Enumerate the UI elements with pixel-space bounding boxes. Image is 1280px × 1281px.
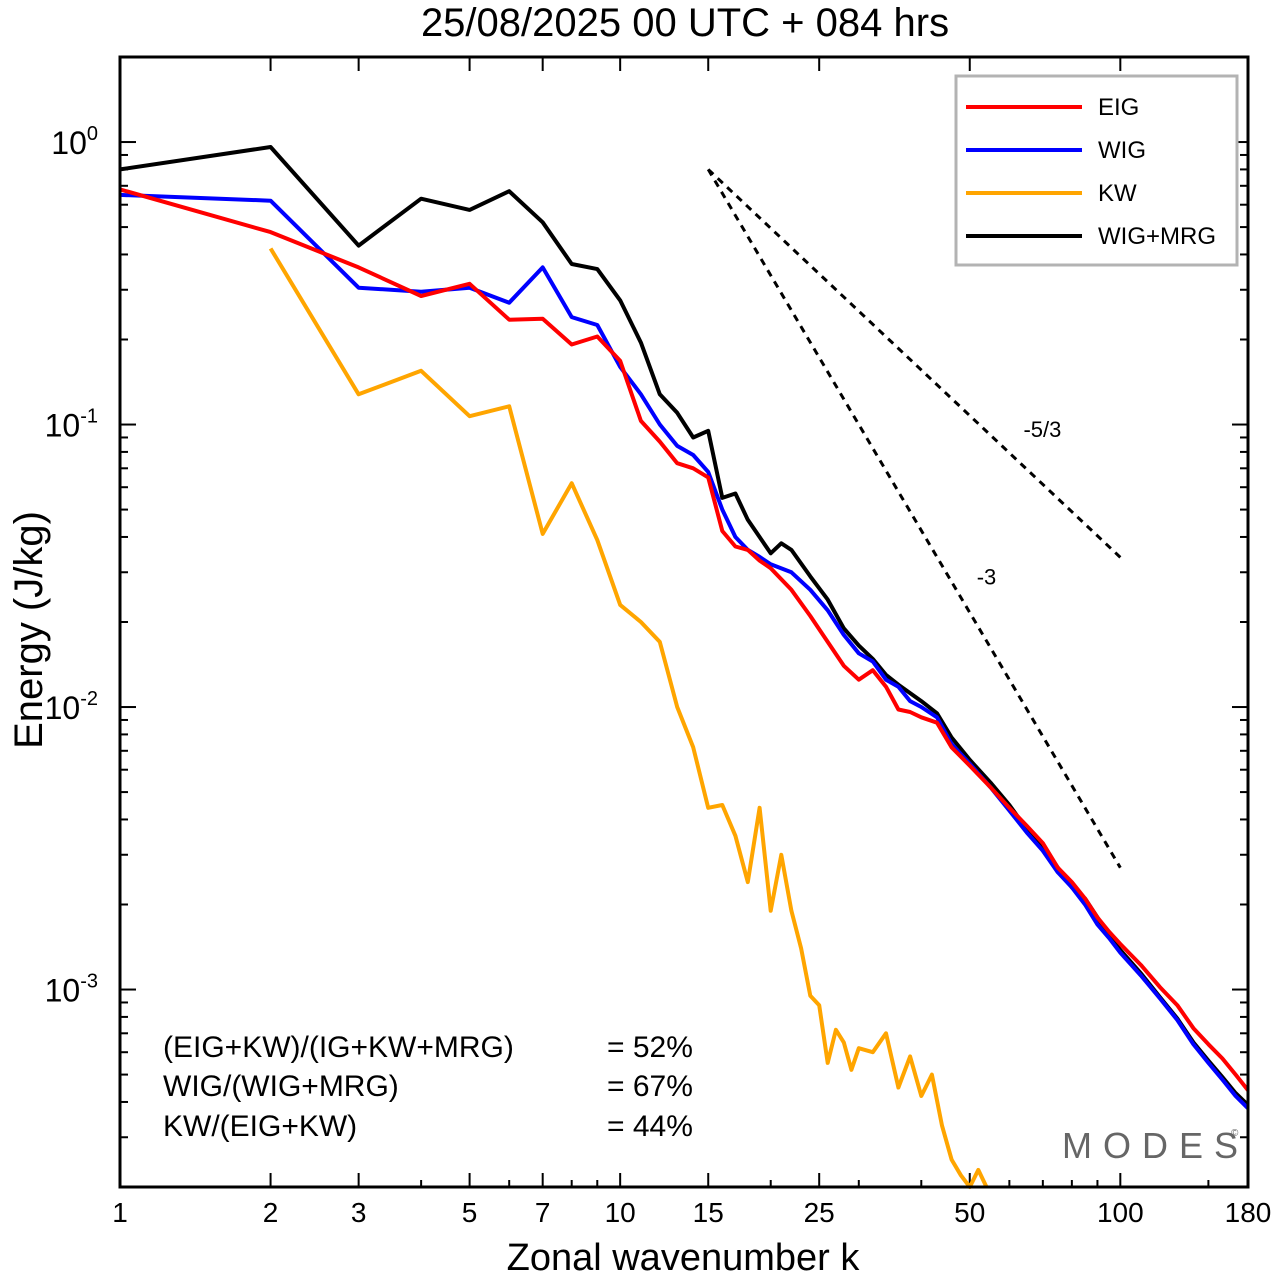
ratio-value-wig: = 67% — [607, 1070, 693, 1103]
slope-line-5-3 — [707, 168, 1122, 559]
ratio-label-kw: KW/(EIG+KW) — [163, 1110, 357, 1143]
slope-label-3: -3 — [977, 565, 997, 590]
plot-frame — [118, 55, 1250, 1189]
x-tick-label: 10 — [605, 1197, 636, 1228]
x-tick-label: 1 — [112, 1197, 128, 1228]
legend-label-eig: EIG — [1098, 94, 1139, 121]
series-lines — [119, 145, 1250, 1189]
ratio-annotations: (EIG+KW)/(IG+KW+MRG) = 52% WIG/(WIG+MRG)… — [163, 1031, 693, 1143]
modes-watermark: MODES — [1062, 1125, 1249, 1166]
ratio-label-eig-kw: (EIG+KW)/(IG+KW+MRG) — [163, 1031, 514, 1064]
y-tick-label: 10-3 — [45, 971, 98, 1009]
copyright-icon: © — [1231, 1128, 1239, 1139]
x-tick-label: 2 — [263, 1197, 279, 1228]
legend: EIG WIG KW WIG+MRG — [954, 74, 1239, 267]
series-line-kw — [268, 247, 989, 1189]
x-tick-label: 25 — [804, 1197, 835, 1228]
x-tick-label: 7 — [535, 1197, 551, 1228]
ratio-label-wig: WIG/(WIG+MRG) — [163, 1070, 399, 1103]
slope-label-5-3: -5/3 — [1023, 417, 1061, 442]
y-tick-label: 100 — [51, 123, 98, 161]
chart-title: 25/08/2025 00 UTC + 084 hrs — [421, 1, 949, 45]
y-tick-label: 10-2 — [45, 688, 98, 726]
x-tick-label: 3 — [351, 1197, 367, 1228]
slope-line-3 — [706, 168, 1122, 869]
x-axis-label: Zonal wavenumber k — [507, 1237, 861, 1279]
x-tick-label: 5 — [462, 1197, 478, 1228]
x-tick-label: 100 — [1097, 1197, 1144, 1228]
ratio-value-eig-kw: = 52% — [607, 1031, 693, 1064]
y-tick-label: 10-1 — [45, 406, 98, 444]
x-tick-label: 180 — [1225, 1197, 1272, 1228]
legend-label-wig-mrg: WIG+MRG — [1098, 223, 1216, 250]
y-axis-label: Energy (J/kg) — [7, 511, 51, 749]
legend-label-kw: KW — [1098, 180, 1137, 207]
x-tick-label: 50 — [954, 1197, 985, 1228]
reference-slopes: -5/3 -3 — [706, 168, 1122, 869]
legend-label-wig: WIG — [1098, 137, 1146, 164]
x-tick-label: 15 — [693, 1197, 724, 1228]
series-line-eig — [119, 187, 1250, 1092]
ratio-value-kw: = 44% — [607, 1110, 693, 1143]
series-line-wig — [119, 192, 1250, 1110]
series-line-wig-mrg — [119, 145, 1250, 1107]
